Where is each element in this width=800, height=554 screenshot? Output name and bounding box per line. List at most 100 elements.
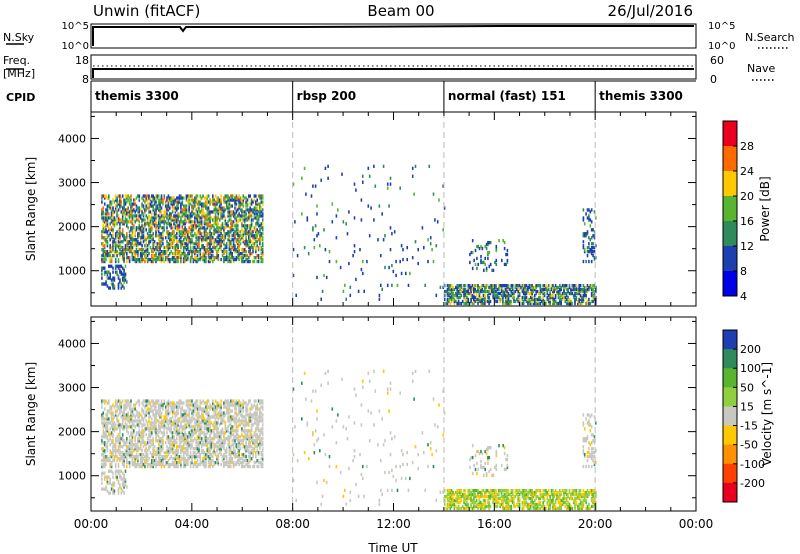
data-cell [595, 295, 597, 300]
data-cell [217, 216, 220, 220]
data-cell [473, 287, 475, 292]
data-cell [181, 230, 184, 234]
data-cell [166, 451, 168, 455]
nave-tick-bottom: 0 [710, 73, 717, 86]
data-cell [207, 218, 210, 222]
data-cell [102, 226, 105, 230]
data-cell [181, 196, 184, 200]
data-cell [124, 218, 127, 222]
data-cell [423, 246, 425, 250]
data-cell [110, 257, 113, 262]
data-cell [103, 423, 106, 427]
data-cell [531, 291, 533, 296]
data-cell [119, 264, 121, 268]
data-cell [128, 447, 131, 451]
data-cell [169, 462, 171, 467]
data-cell [157, 439, 160, 443]
data-cell [559, 289, 561, 294]
data-cell [217, 403, 220, 407]
data-cell [101, 266, 103, 270]
data-cell [156, 433, 159, 437]
data-cell [232, 256, 235, 260]
data-cell [230, 433, 232, 437]
data-cell [119, 429, 121, 433]
data-cell [127, 256, 129, 260]
data-cell [110, 282, 113, 286]
data-cell [216, 218, 218, 222]
data-cell [112, 284, 114, 288]
data-cell [578, 285, 580, 290]
data-cell [128, 234, 131, 238]
data-cell [468, 301, 471, 306]
data-cell [173, 256, 175, 260]
data-cell [586, 208, 589, 212]
data-cell [478, 297, 481, 302]
data-cell [198, 208, 200, 212]
data-cell [563, 285, 565, 290]
data-cell [149, 407, 152, 411]
data-cell [174, 403, 177, 407]
data-cell [218, 240, 221, 244]
data-cell [443, 284, 446, 288]
data-cell [171, 461, 174, 465]
data-cell [239, 230, 242, 234]
data-cell [563, 284, 565, 288]
data-cell [243, 226, 246, 230]
data-cell [205, 257, 207, 262]
data-cell [163, 423, 166, 427]
data-cell [534, 299, 536, 304]
data-cell [218, 230, 221, 234]
data-cell [178, 459, 181, 463]
data-cell [156, 244, 159, 248]
data-cell [228, 447, 231, 451]
data-cell [152, 204, 154, 208]
data-cell [434, 218, 436, 222]
data-cell [189, 433, 192, 437]
data-cell [525, 291, 528, 296]
data-cell [237, 234, 239, 238]
data-cell [178, 220, 181, 224]
data-cell [239, 218, 242, 222]
data-cell [471, 239, 474, 243]
data-cell [595, 301, 597, 306]
data-cell [212, 202, 214, 206]
data-cell [142, 409, 145, 413]
data-cell [126, 200, 128, 204]
data-cell [230, 419, 232, 423]
data-cell [126, 252, 128, 256]
data-cell [487, 252, 489, 257]
data-cell [169, 236, 171, 240]
data-cell [218, 208, 221, 212]
data-cell [205, 218, 207, 222]
data-cell [103, 216, 106, 220]
data-cell [228, 240, 231, 244]
data-cell [207, 457, 210, 461]
data-cell [123, 425, 125, 429]
data-cell [528, 301, 531, 306]
data-cell [145, 208, 147, 212]
data-cell [131, 254, 134, 258]
data-cell [159, 236, 161, 240]
data-cell [228, 238, 231, 242]
data-cell [188, 421, 190, 425]
data-cell [217, 447, 220, 451]
data-cell [227, 214, 229, 218]
data-cell [173, 196, 175, 200]
data-cell [137, 457, 139, 461]
data-cell [220, 431, 222, 435]
data-cell [126, 417, 128, 421]
data-cell [227, 194, 229, 198]
data-cell [117, 284, 120, 288]
data-cell [227, 399, 229, 403]
data-cell [230, 457, 232, 461]
data-cell [570, 299, 572, 304]
data-cell [249, 194, 251, 198]
data-cell [549, 299, 551, 304]
data-cell [520, 285, 522, 290]
data-cell [460, 284, 463, 288]
data-cell [152, 256, 154, 260]
data-cell [151, 443, 153, 447]
data-cell [513, 297, 515, 302]
data-cell [189, 429, 192, 433]
data-cell [321, 289, 324, 293]
